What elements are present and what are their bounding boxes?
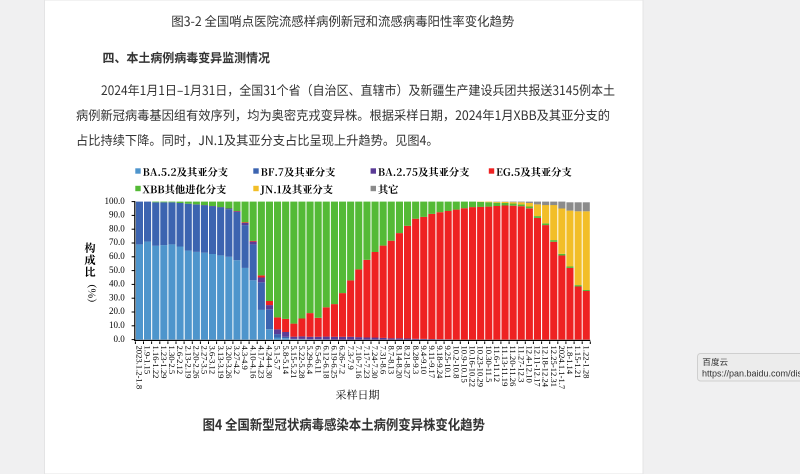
svg-text:10.30-11.5: 10.30-11.5 — [484, 346, 494, 383]
svg-text:8.21-8.27: 8.21-8.27 — [403, 346, 413, 380]
svg-text:3.20-3.26: 3.20-3.26 — [224, 346, 234, 380]
svg-text:12.25-12.31: 12.25-12.31 — [549, 346, 559, 388]
svg-text:5.1-5.7: 5.1-5.7 — [273, 346, 283, 371]
svg-text:2.6-2.12: 2.6-2.12 — [175, 346, 185, 375]
svg-text:11.13-11.19: 11.13-11.19 — [500, 346, 510, 387]
svg-text:7.31-8.6: 7.31-8.6 — [378, 346, 388, 375]
svg-text:4.24-4.30: 4.24-4.30 — [265, 346, 275, 379]
svg-text:6.19-6.25: 6.19-6.25 — [330, 346, 340, 379]
svg-text:1.15-1.21: 1.15-1.21 — [573, 346, 583, 379]
svg-text:1.9-1.15: 1.9-1.15 — [143, 346, 153, 375]
svg-text:1.22-1.28: 1.22-1.28 — [581, 346, 591, 379]
svg-text:10.9-10.15: 10.9-10.15 — [460, 346, 470, 383]
svg-text:70.0: 70.0 — [109, 237, 125, 247]
svg-text:11.20-11.26: 11.20-11.26 — [508, 346, 518, 388]
svg-text:7.10-7.16: 7.10-7.16 — [354, 346, 364, 380]
svg-text:6.12-6.18: 6.12-6.18 — [321, 346, 331, 379]
svg-text:8.28-9.3: 8.28-9.3 — [411, 346, 421, 375]
svg-text:3.6-3.12: 3.6-3.12 — [208, 346, 218, 375]
svg-text:9.11-9.17: 9.11-9.17 — [427, 346, 437, 379]
svg-text:40.0: 40.0 — [109, 279, 125, 289]
svg-text:4.10-4.16: 4.10-4.16 — [248, 346, 258, 380]
svg-text:1.16-1.22: 1.16-1.22 — [151, 346, 161, 379]
svg-text:10.0: 10.0 — [109, 320, 125, 330]
svg-text:90.0: 90.0 — [109, 210, 125, 220]
svg-text:6.26-7.2: 6.26-7.2 — [338, 346, 348, 375]
svg-text:60.0: 60.0 — [109, 251, 125, 261]
svg-text:4.3-4.9: 4.3-4.9 — [240, 346, 250, 370]
svg-text:2.27-3.5: 2.27-3.5 — [200, 346, 210, 375]
svg-text:5.15-5.21: 5.15-5.21 — [289, 346, 299, 379]
svg-text:0.0: 0.0 — [114, 334, 126, 344]
svg-text:9.25-10.1: 9.25-10.1 — [443, 346, 453, 379]
svg-text:10.16-10.22: 10.16-10.22 — [468, 346, 478, 388]
svg-text:20.0: 20.0 — [109, 306, 125, 316]
svg-text:12.4-12.10: 12.4-12.10 — [525, 346, 535, 383]
svg-text:5.8-5.14: 5.8-5.14 — [281, 346, 291, 375]
svg-text:12.11-12.17: 12.11-12.17 — [533, 346, 543, 388]
svg-text:7.17-7.23: 7.17-7.23 — [362, 346, 372, 379]
svg-text:50.0: 50.0 — [109, 265, 125, 275]
svg-text:11.6-11.12: 11.6-11.12 — [492, 346, 502, 383]
svg-text:100.0: 100.0 — [105, 196, 126, 206]
svg-text:80.0: 80.0 — [109, 223, 125, 233]
svg-text:1.23-1.29: 1.23-1.29 — [159, 346, 169, 379]
svg-text:2023.1.2-1.8: 2023.1.2-1.8 — [135, 346, 145, 390]
svg-text:12.18-12.24: 12.18-12.24 — [541, 346, 551, 388]
svg-text:10.23-10.29: 10.23-10.29 — [476, 346, 486, 388]
svg-text:4.17-4.23: 4.17-4.23 — [256, 346, 266, 379]
svg-text:5.22-5.28: 5.22-5.28 — [297, 346, 307, 379]
svg-text:2.20-2.26: 2.20-2.26 — [191, 346, 201, 380]
svg-text:3.27-4.2: 3.27-4.2 — [232, 346, 242, 375]
svg-text:9.18-9.24: 9.18-9.24 — [435, 346, 445, 380]
svg-text:6.5-6.11: 6.5-6.11 — [313, 346, 323, 374]
svg-text:7.24-7.30: 7.24-7.30 — [370, 346, 380, 379]
svg-text:30.0: 30.0 — [109, 292, 125, 302]
svg-text:2.13-2.19: 2.13-2.19 — [183, 346, 193, 379]
svg-text:3.13-3.19: 3.13-3.19 — [216, 346, 226, 379]
svg-text:5.29-6.4: 5.29-6.4 — [305, 346, 315, 375]
svg-text:11.27-12.3: 11.27-12.3 — [516, 346, 526, 383]
svg-text:9.4-9.10: 9.4-9.10 — [419, 346, 429, 375]
svg-text:8.7-8.13: 8.7-8.13 — [386, 346, 396, 375]
svg-text:https://pan.baidu.com/dis: https://pan.baidu.com/dis — [702, 368, 800, 378]
svg-text:10.2-10.8: 10.2-10.8 — [451, 346, 461, 379]
svg-text:7.3-7.9: 7.3-7.9 — [346, 346, 356, 370]
svg-text:8.14-8.20: 8.14-8.20 — [395, 346, 405, 379]
svg-text:1.8-1.14: 1.8-1.14 — [565, 346, 575, 375]
svg-text:1.30-2.5: 1.30-2.5 — [167, 346, 177, 375]
svg-text:2024.1.1-1.7: 2024.1.1-1.7 — [557, 346, 567, 390]
